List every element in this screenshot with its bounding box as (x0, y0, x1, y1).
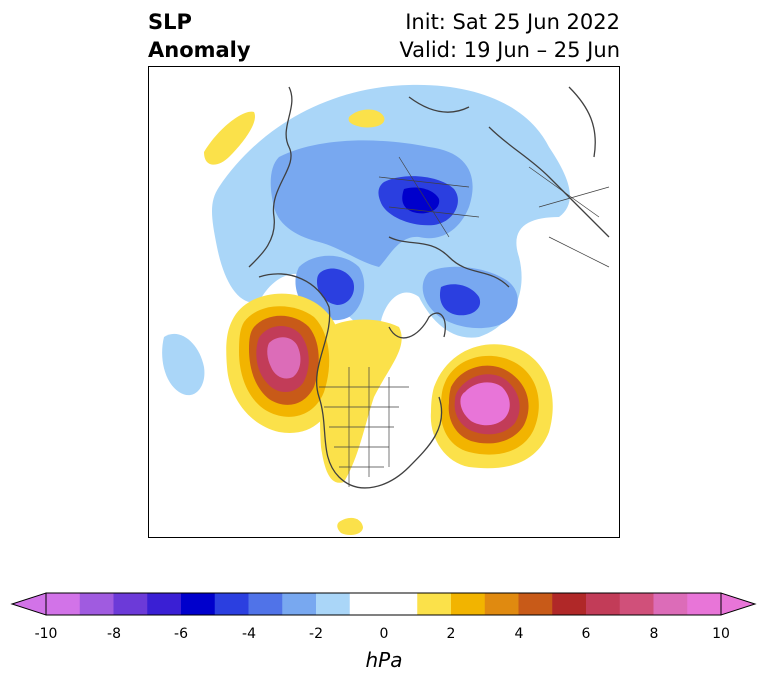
colorbar-segment (113, 593, 148, 615)
colorbar-frame (45, 592, 722, 616)
map-dates: Init: Sat 25 Jun 2022 Valid: 19 Jun – 25… (399, 8, 620, 64)
colorbar-segment (417, 593, 452, 615)
colorbar-tick-label: 10 (712, 626, 730, 642)
colorbar-segment (316, 593, 351, 615)
positive-anomaly-west-center (267, 337, 301, 379)
colorbar-tick-label: 8 (649, 626, 659, 642)
colorbar-segment (248, 593, 283, 615)
positive-anomaly-atlantic-center (460, 382, 510, 426)
colorbar-segment (451, 593, 486, 615)
negative-anomaly-region-mid (270, 140, 473, 267)
colorbar-segment (282, 593, 317, 615)
colorbar-tick-label: -4 (242, 626, 256, 642)
colorbar-tick-label: -8 (107, 626, 121, 642)
colorbar-tick-label: -10 (34, 626, 58, 642)
coastlines (248, 86, 610, 489)
positive-anomaly-northwest (204, 111, 255, 165)
colorbar-units: hPa (365, 648, 403, 672)
colorbar-tick-label: 6 (581, 626, 591, 642)
map-title: SLP Anomaly (148, 10, 251, 62)
init-date: Init: Sat 25 Jun 2022 (405, 10, 620, 34)
negative-anomaly-core-west (317, 268, 355, 305)
colorbar-tick-label: 4 (514, 626, 524, 642)
colorbar-segment (383, 593, 418, 615)
borders (319, 156, 610, 487)
colorbar-tick-label: 0 (379, 626, 389, 642)
colorbar-tick-label: -2 (309, 626, 323, 642)
colorbar-segment (518, 593, 553, 615)
colorbar-segment (46, 593, 81, 615)
colorbar-segment (147, 593, 182, 615)
map-canvas (162, 84, 610, 535)
colorbar-segment (214, 593, 249, 615)
positive-anomaly-interior (319, 319, 402, 483)
positive-anomaly-top (348, 109, 385, 128)
valid-range: Valid: 19 Jun – 25 Jun (399, 38, 620, 62)
colorbar-segment (586, 593, 621, 615)
colorbar-extend-max (720, 592, 757, 616)
positive-anomaly-south (337, 517, 363, 535)
colorbar-segment (79, 593, 114, 615)
colorbar-segment (349, 593, 384, 615)
negative-anomaly-small (162, 333, 205, 396)
slp-anomaly-map (148, 66, 620, 538)
colorbar-segment (181, 593, 216, 615)
colorbar-tick-label: 2 (446, 626, 456, 642)
colorbar-tick-label: -6 (174, 626, 188, 642)
colorbar-segment (552, 593, 587, 615)
colorbar-extend-min (10, 592, 47, 616)
colorbar (10, 592, 757, 616)
colorbar-segment (687, 593, 722, 615)
colorbar-segment (653, 593, 688, 615)
negative-anomaly-core-east (439, 284, 481, 316)
colorbar-segment (619, 593, 654, 615)
colorbar-segment (484, 593, 519, 615)
